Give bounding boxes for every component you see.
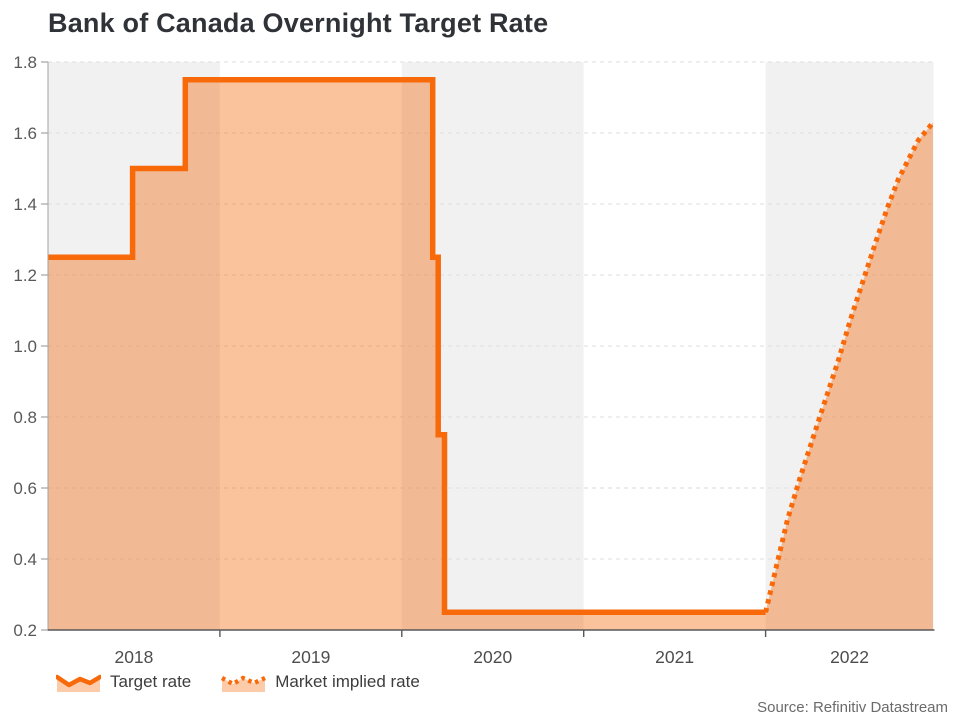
chart-title: Bank of Canada Overnight Target Rate <box>48 8 549 38</box>
legend-label-target-rate: Target rate <box>110 672 192 691</box>
y-tick-label: 1.2 <box>13 266 37 285</box>
target-rate-line <box>48 77 766 616</box>
series-market-implied-rate <box>763 120 935 631</box>
y-tick-label: 1.0 <box>13 337 37 356</box>
source-attribution: Source: Refinitiv Datastream <box>757 699 948 716</box>
axes <box>41 61 935 637</box>
x-year-label: 2018 <box>114 647 153 667</box>
y-tick-label: 1.8 <box>13 53 37 72</box>
y-tick-label: 1.4 <box>13 195 37 214</box>
y-tick-label: 1.6 <box>13 124 37 143</box>
x-year-label: 2021 <box>655 647 694 667</box>
x-year-label: 2019 <box>291 647 330 667</box>
dotted-line-area-icon <box>221 675 267 692</box>
legend-item-target-rate: Target rate <box>56 669 191 695</box>
x-year-label: 2022 <box>830 647 869 667</box>
y-tick-label: 0.2 <box>13 621 37 640</box>
axis-labels: 0.2 0.4 0.6 0.8 1.0 1.2 1.4 1.6 1.8 2018 2019 2020 2… <box>13 53 869 667</box>
y-tick-label: 0.8 <box>13 408 37 427</box>
market-implied-rate-area <box>765 122 933 631</box>
target-rate-area <box>48 79 766 631</box>
y-tick-label: 0.6 <box>13 479 37 498</box>
legend-label-market-implied-rate: Market implied rate <box>275 672 420 691</box>
solid-line-area-icon <box>56 674 101 692</box>
series-target-rate <box>48 77 766 631</box>
chart-legend: Target rate Market implied rate <box>56 669 420 695</box>
market-implied-rate-line <box>763 120 935 613</box>
year-band-2018 <box>48 62 220 630</box>
y-tick-label: 0.4 <box>13 550 37 569</box>
legend-item-market-implied-rate: Market implied rate <box>221 669 420 695</box>
x-year-label: 2020 <box>473 647 512 667</box>
